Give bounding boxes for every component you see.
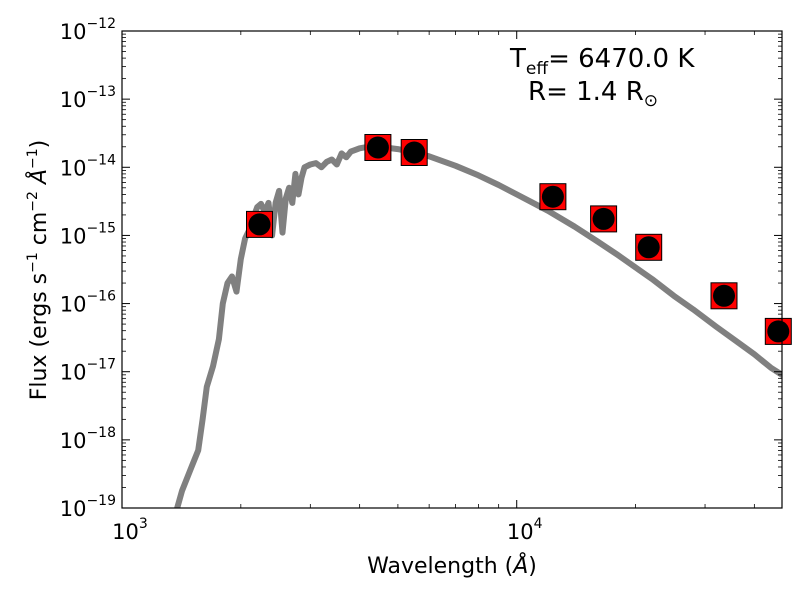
axis-ticks: [121, 30, 782, 509]
observed-photometry-point: [366, 136, 389, 159]
y-tick-label: 10−15: [60, 220, 116, 248]
y-tick-label: 10−12: [60, 16, 116, 44]
observed-photometry-point: [637, 236, 660, 259]
axis-tick-labels: 10−19 10−18 10−17 10−16 10−15 10−14 10−13 10−12…: [60, 16, 543, 544]
x-tick-label: 104: [507, 516, 543, 544]
y-tick-label: 10−13: [60, 84, 116, 112]
photometry-markers: [246, 134, 792, 345]
observed-photometry-point: [713, 284, 735, 307]
y-tick-label: 10−18: [60, 425, 116, 453]
model-spectrum-line: [174, 143, 782, 508]
y-tick-label: 10−17: [60, 357, 116, 385]
observed-photometry-point: [541, 185, 564, 208]
observed-photometry-point: [767, 320, 790, 343]
observed-photometry-point: [592, 207, 615, 230]
plot-area-background: [122, 31, 782, 508]
y-tick-label: 10−14: [60, 152, 116, 180]
observed-photometry-point: [248, 213, 271, 236]
y-tick-label: 10−19: [60, 493, 116, 521]
y-tick-label: 10−16: [60, 289, 116, 317]
y-axis-title: Flux (ergs s−1 cm−2 Å−1): [25, 140, 52, 401]
observed-photometry-point: [403, 141, 426, 164]
x-axis-title: Wavelength (Å): [367, 552, 537, 579]
plot-frame: [121, 30, 783, 509]
radius-annotation: R= 1.4 R⊙: [528, 77, 658, 111]
teff-annotation: Teff= 6470.0 K: [509, 44, 695, 79]
x-tick-label: 103: [112, 516, 148, 544]
